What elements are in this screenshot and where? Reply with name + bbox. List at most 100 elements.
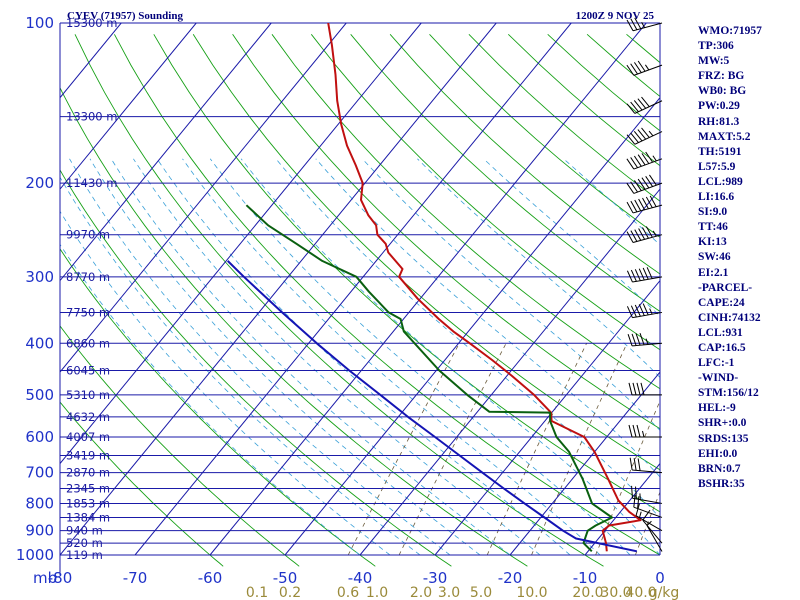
- barb-flag: [633, 62, 642, 73]
- temperature-label: -70: [123, 569, 148, 587]
- barb-half-flag: [648, 130, 654, 137]
- index-item: CAP:16.5: [698, 341, 746, 354]
- height-label: 7750 m: [66, 305, 110, 319]
- index-item: TH:5191: [698, 145, 742, 158]
- barb-flag: [637, 60, 646, 72]
- index-item: SRDS:135: [698, 432, 749, 445]
- barb-flag: [638, 198, 646, 211]
- barb-flag: [634, 269, 641, 281]
- barb-flag: [633, 180, 642, 191]
- pressure-label: 800: [25, 494, 54, 512]
- barb-flag: [642, 267, 649, 280]
- isotherm: [209, 23, 647, 556]
- barb-staff: [632, 234, 663, 243]
- wind-barb: [626, 127, 663, 145]
- barb-flag: [639, 333, 645, 346]
- pressure-label: 300: [25, 268, 54, 286]
- pressure-label: 1000: [16, 546, 54, 564]
- index-item: WMO:71957: [698, 25, 762, 37]
- wind-barb: [626, 226, 663, 243]
- temperature-label: -40: [348, 569, 373, 587]
- pressure-label: 500: [25, 386, 54, 404]
- pressure-label: 700: [25, 464, 54, 482]
- barb-half-flag: [652, 155, 657, 162]
- index-item: -WIND-: [698, 372, 739, 385]
- barb-flag: [642, 509, 651, 521]
- barb-flag: [630, 200, 638, 213]
- dry-adiabats: [60, 33, 660, 567]
- barb-flag: [637, 98, 647, 109]
- barb-staff: [632, 311, 663, 319]
- temperature-label: 0: [655, 569, 665, 587]
- barb-flag: [640, 382, 645, 395]
- chart-title: CYEV (71957) Sounding: [67, 10, 183, 22]
- height-label: 520 m: [66, 536, 103, 550]
- index-item: CINH:74132: [698, 311, 761, 324]
- height-label: 4007 m: [66, 430, 110, 444]
- barb-flag: [626, 134, 636, 145]
- barb-flag: [626, 158, 635, 170]
- barb-flag: [636, 424, 641, 438]
- barb-flag: [630, 18, 638, 30]
- barb-flag: [628, 382, 633, 395]
- wind-barb: [626, 96, 663, 114]
- height-label: 3419 m: [66, 448, 110, 462]
- isotherm: [584, 462, 660, 556]
- mixing-ratio-label: 0.6: [337, 585, 359, 600]
- height-label: 6860 m: [66, 336, 110, 350]
- barb-staff: [634, 100, 663, 114]
- dry-adiabat: [60, 86, 528, 567]
- moist-adiabat: [182, 158, 601, 556]
- barb-staff: [642, 519, 663, 544]
- height-label: 8770 m: [66, 270, 110, 284]
- barb-flag: [645, 196, 653, 208]
- barb-flag: [633, 100, 643, 111]
- barb-flag: [631, 485, 633, 499]
- barb-flag: [634, 304, 641, 317]
- parcel-path-line: [226, 260, 638, 553]
- temperature-label: -10: [573, 569, 598, 587]
- barb-flag: [638, 304, 645, 316]
- index-item: L57:5.9: [698, 160, 736, 173]
- isotherm: [134, 23, 572, 556]
- moist-adiabat: [483, 158, 660, 317]
- height-label: 940 m: [66, 524, 103, 538]
- barb-flag: [638, 268, 645, 281]
- temperature-label: -80: [48, 569, 73, 587]
- mixing-ratio-line: [347, 343, 460, 556]
- isotherm: [434, 279, 660, 556]
- height-label: 2870 m: [66, 466, 110, 480]
- temperature-line: [327, 23, 642, 552]
- barb-flag: [634, 17, 642, 29]
- barb-half-flag: [652, 230, 657, 237]
- mixing-ratio-line: [595, 400, 660, 556]
- moist-adiabat: [362, 158, 660, 432]
- index-item: LCL:931: [698, 326, 743, 339]
- isotherm: [284, 96, 660, 556]
- barb-flag: [629, 457, 633, 471]
- barb-flag: [637, 154, 646, 166]
- dry-adiabat: [60, 169, 452, 567]
- barb-staff: [646, 525, 663, 552]
- index-item: -PARCEL-: [698, 281, 753, 294]
- barb-half-flag: [644, 64, 650, 71]
- pressure-label: 900: [25, 522, 54, 540]
- moist-adiabat: [275, 158, 660, 519]
- index-item: SW:46: [698, 251, 731, 264]
- mixing-ratio-label: 0.2: [279, 585, 301, 600]
- barb-flag: [626, 270, 633, 283]
- barb-staff: [632, 497, 663, 504]
- barb-flag: [642, 227, 649, 239]
- mixing-ratio-label: 10.0: [516, 585, 547, 600]
- index-item: FRZ: BG: [698, 70, 745, 83]
- height-label: 2345 m: [66, 482, 110, 496]
- barb-flag: [637, 496, 640, 509]
- barb-half-flag: [641, 22, 646, 28]
- dry-adiabat: [271, 34, 660, 390]
- dry-adiabat: [60, 325, 300, 567]
- barb-flag: [638, 228, 646, 240]
- barb-flag: [645, 176, 654, 187]
- temperature-label: -30: [423, 569, 448, 587]
- moist-adiabat: [156, 158, 571, 556]
- pressure-label: 400: [25, 334, 54, 352]
